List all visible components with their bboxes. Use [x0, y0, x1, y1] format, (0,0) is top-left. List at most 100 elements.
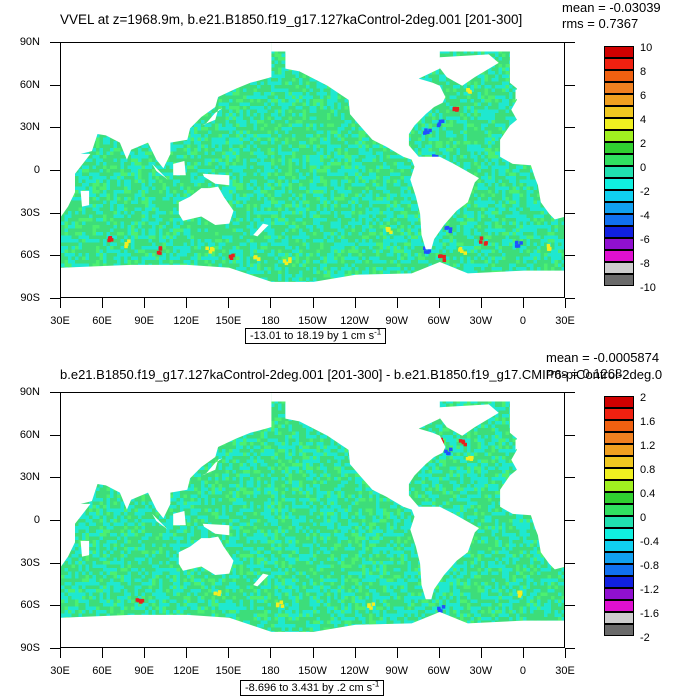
panel1-colorbar-box — [604, 262, 634, 274]
panel2-lat-tick — [50, 392, 60, 393]
panel1-lat-tick — [50, 255, 60, 256]
panel1-colorbar-label: -4 — [640, 210, 650, 222]
panel1-lon-tick — [270, 298, 271, 308]
panel1-lat-tick — [565, 255, 575, 256]
panel1-colorbar-box — [604, 118, 634, 130]
panel1-lon-tick — [186, 298, 187, 308]
panel1-colorbar-box — [604, 202, 634, 214]
panel2-lat-tick — [50, 605, 60, 606]
panel1-lat-tick — [50, 213, 60, 214]
panel1-colorbar-box — [604, 82, 634, 94]
panel2-colorbar-label: 0 — [640, 512, 647, 524]
panel2-title: b.e21.B1850.f19_g17.127kaControl-2deg.00… — [60, 367, 663, 382]
panel1-hotspots — [107, 88, 552, 266]
panel1-colorbar-box — [604, 238, 634, 250]
panel2-lon-label: 60W — [427, 665, 451, 677]
panel1-title: VVEL at z=1968.9m, b.e21.B1850.f19_g17.1… — [60, 12, 523, 27]
panel2-lon-tick — [313, 648, 314, 658]
panel2-colorbar-box — [604, 504, 634, 516]
panel2-lat-tick — [565, 605, 575, 606]
panel2-colorbar-label: -2 — [640, 632, 650, 644]
panel1-colorbar-box — [604, 214, 634, 226]
panel1-lon-tick — [565, 298, 566, 308]
panel2-lon-tick — [270, 648, 271, 658]
panel1-colorbar-box — [604, 70, 634, 82]
panel1-colorbar-box — [604, 166, 634, 178]
panel2-map — [60, 392, 565, 648]
panel1-lat-label: 0 — [33, 164, 40, 176]
panel2-colorbar-label: -1.6 — [640, 608, 659, 620]
panel1-lon-tick — [313, 298, 314, 308]
panel1-colorbar-box — [604, 190, 634, 202]
panel1-lon-label: 150E — [215, 315, 242, 327]
panel2-lon-tick — [481, 648, 482, 658]
panel2-lon-tick — [60, 648, 61, 658]
panel2-lon-label: 90W — [385, 665, 408, 677]
panel2-lat-label: 30S — [20, 556, 40, 569]
panel1-colorbar-box — [604, 274, 634, 286]
panel2-lat-label: 0 — [33, 514, 40, 526]
panel2-colorbar-box — [604, 492, 634, 504]
panel2-colorbar-box — [604, 588, 634, 600]
panel1-lon-label: 30E — [555, 315, 575, 327]
panel2-colorbar-box — [604, 420, 634, 432]
panel2-colorbar-box — [604, 480, 634, 492]
panel1-lon-tick — [144, 298, 145, 308]
panel2-colorbar-label: -0.8 — [640, 560, 659, 572]
panel2-lon-tick — [186, 648, 187, 658]
panel1-colorbar-label: 0 — [640, 162, 647, 174]
panel2-lon-label: 120E — [173, 665, 200, 677]
panel1-colorbar: 10 8 6 4 2 0 -2 -4 -6 -8 -10 — [604, 42, 656, 294]
panel1-colorbar-box — [604, 178, 634, 190]
panel2-colorbar-box — [604, 552, 634, 564]
panel1-lon-label: 30E — [50, 315, 70, 327]
panel2-map-field — [61, 393, 564, 647]
panel2-colorbar-box — [604, 540, 634, 552]
panel1-colorbar-label: 8 — [640, 66, 647, 78]
panel2-land — [61, 393, 564, 647]
panel2-lat-tick — [565, 477, 575, 478]
panel2-lat-tick — [565, 520, 575, 521]
panel2-colorbar-label: 1.6 — [640, 416, 656, 428]
panel2-colorbar: 2 1.6 1.2 0.8 0.4 0 -0.4 -0.8 -1.2 -1.6 -2 — [604, 392, 659, 644]
panel1-colorbar-label: -2 — [640, 186, 650, 198]
panel2-colorbar-box — [604, 576, 634, 588]
panel1-lat-tick — [50, 298, 60, 299]
panel2-lon-tick — [228, 648, 229, 658]
panel2-colorbar-label: 0.4 — [640, 488, 656, 500]
panel2-colorbar-label: -1.2 — [640, 584, 659, 596]
panel2-lon-tick — [397, 648, 398, 658]
panel1-colorbar-box — [604, 142, 634, 154]
panel1-lon-tick — [481, 298, 482, 308]
panel2-lon-label: 150E — [215, 665, 242, 677]
panel1-lon-tick — [397, 298, 398, 308]
panel2-lon-label: 30W — [469, 665, 493, 677]
panel1-lat-tick — [50, 170, 60, 171]
panel1-lat-tick — [565, 42, 575, 43]
panel1-contour-range: -13.01 to 18.19 by 1 cm s-1 — [245, 328, 387, 344]
panel2-lon-label: 120W — [340, 665, 369, 677]
panel2-lon-label: 180 — [261, 665, 280, 677]
panel1-lat-tick — [50, 42, 60, 43]
panel1-colorbar-box — [604, 250, 634, 262]
panel1-lat-label: 30S — [20, 206, 40, 219]
panel1-range-text: -13.01 to 18.19 by 1 cm s — [250, 330, 375, 342]
panel2-lat-label: 90N — [19, 386, 40, 398]
panel2-colorbar-box — [604, 564, 634, 576]
panel2-lon-tick — [439, 648, 440, 658]
panel2-lon-label: 60E — [92, 665, 112, 677]
panel1-land — [61, 43, 564, 297]
panel1-colorbar-box — [604, 226, 634, 238]
panel1-lon-label: 120W — [340, 315, 369, 327]
panel2-lat-tick — [565, 435, 575, 436]
panel1-lon-label: 60E — [92, 315, 112, 327]
panel1-lon-label: 0 — [519, 315, 526, 327]
panel2-lon-label: 0 — [519, 665, 526, 677]
panel2-lat-label: 30N — [19, 471, 40, 484]
panel1-lat-label: 60N — [19, 78, 40, 91]
panel2-lat-tick — [565, 648, 575, 649]
panel2-range-unit: -1 — [372, 679, 380, 689]
panel2-lon-label: 30E — [50, 665, 70, 677]
panel1-lat-tick — [565, 298, 575, 299]
panel2-colorbar-box — [604, 612, 634, 624]
